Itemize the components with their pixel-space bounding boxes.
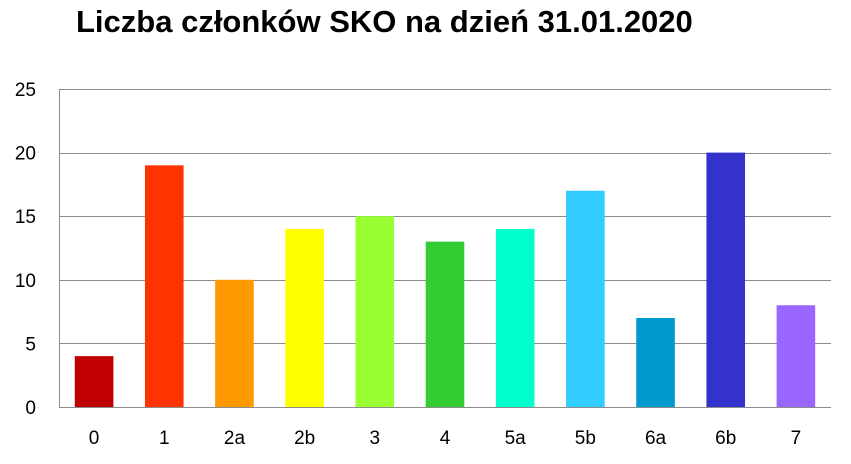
bar-1 [144, 165, 184, 407]
y-tick-label: 25 [15, 80, 36, 101]
y-tick-label: 15 [15, 207, 36, 228]
bars [74, 152, 816, 407]
bar-6b [706, 152, 746, 407]
x-tick-label: 3 [370, 428, 381, 449]
y-tick-label: 5 [25, 334, 36, 355]
x-tick-label: 2b [294, 428, 315, 449]
axes [59, 89, 831, 408]
x-tick-label: 7 [791, 428, 802, 449]
x-tick-label: 2a [224, 428, 246, 449]
bar-3 [355, 216, 395, 407]
bar-7 [776, 305, 816, 407]
x-tick-label: 6a [645, 428, 667, 449]
chart-title: Liczba członków SKO na dzień 31.01.2020 [76, 4, 693, 39]
x-tick-label: 5b [575, 428, 596, 449]
x-tick-labels: 0 1 2a 2b 3 4 5a 5b 6a 6b 7 [89, 428, 801, 449]
x-tick-label: 5a [505, 428, 527, 449]
x-tick-label: 1 [159, 428, 170, 449]
bar-2b [285, 228, 324, 407]
y-tick-label: 10 [15, 271, 36, 292]
y-tick-label: 0 [25, 398, 36, 419]
bar-6a [636, 317, 675, 407]
bar-4 [425, 241, 465, 407]
bar-5b [566, 190, 605, 407]
y-tick-labels: 0 5 10 15 20 25 [15, 80, 36, 419]
bar-2a [215, 279, 254, 407]
x-tick-label: 4 [440, 428, 451, 449]
bar-0 [74, 356, 114, 407]
y-tick-label: 20 [15, 144, 36, 165]
x-tick-label: 6b [715, 428, 736, 449]
bar-5a [495, 228, 535, 407]
x-tick-label: 0 [89, 428, 100, 449]
